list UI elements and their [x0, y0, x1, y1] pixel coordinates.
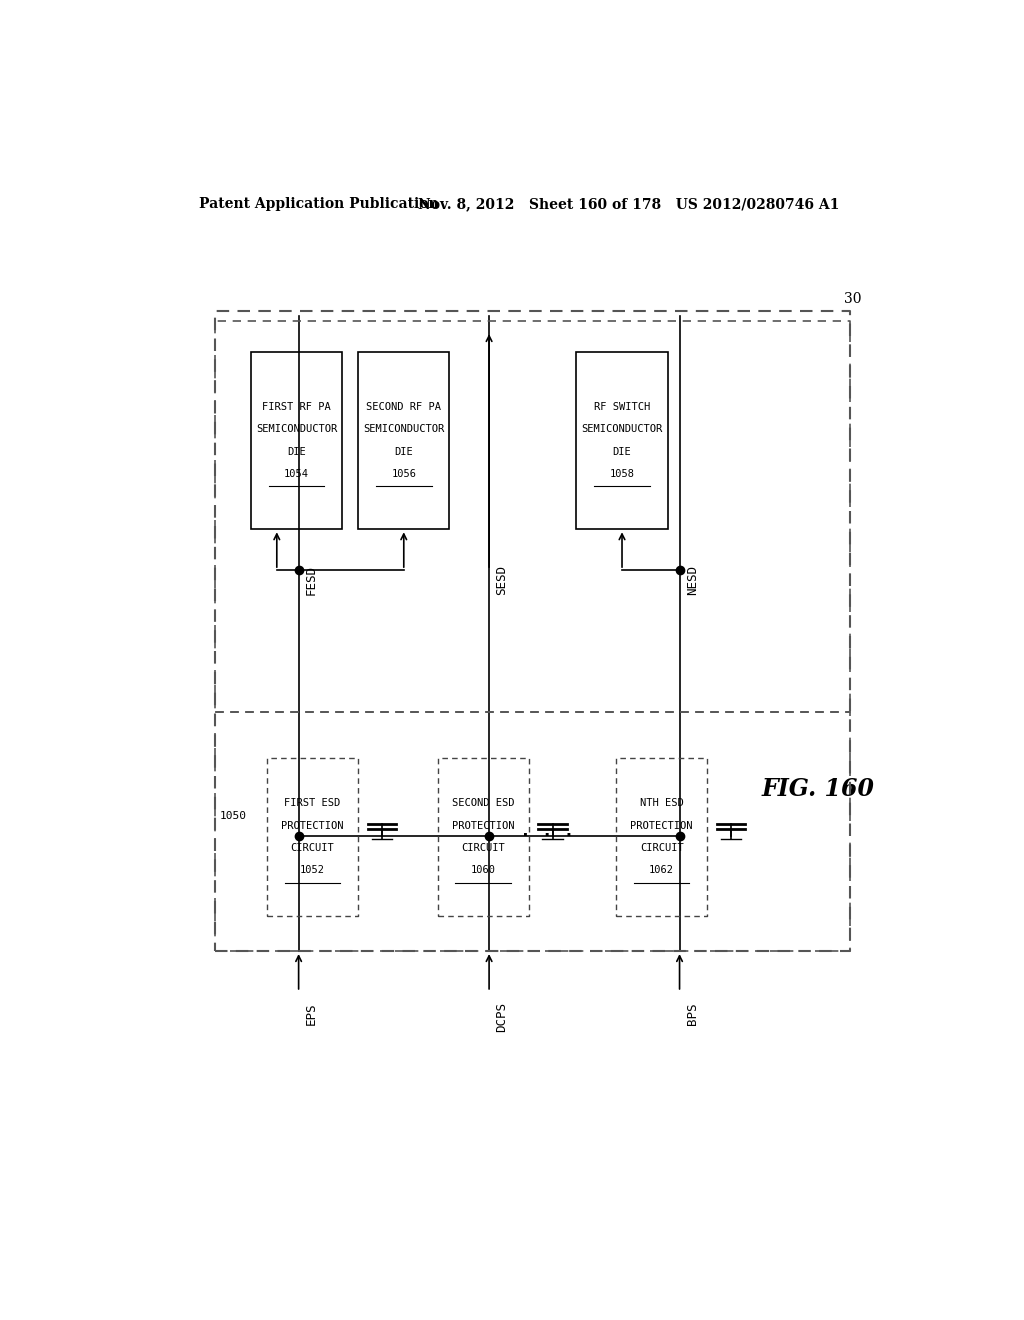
Text: 1056: 1056 — [391, 469, 417, 479]
Text: NTH ESD: NTH ESD — [640, 799, 684, 808]
Text: DCPS: DCPS — [496, 1002, 509, 1032]
Text: DIE: DIE — [288, 446, 306, 457]
Text: SEMICONDUCTOR: SEMICONDUCTOR — [582, 424, 663, 434]
Text: FIRST RF PA: FIRST RF PA — [262, 401, 331, 412]
Text: SECOND ESD: SECOND ESD — [452, 799, 514, 808]
Text: 1062: 1062 — [649, 866, 674, 875]
Text: FESD: FESD — [305, 565, 318, 595]
Text: 1052: 1052 — [300, 866, 325, 875]
Text: SECOND RF PA: SECOND RF PA — [367, 401, 441, 412]
Bar — [358, 351, 450, 529]
Text: 1050: 1050 — [220, 810, 247, 821]
Text: DIE: DIE — [612, 446, 632, 457]
Text: FIRST ESD: FIRST ESD — [285, 799, 341, 808]
Text: EPS: EPS — [305, 1002, 318, 1024]
Text: 1054: 1054 — [284, 469, 309, 479]
Bar — [251, 351, 342, 529]
Text: Patent Application Publication: Patent Application Publication — [200, 197, 439, 211]
Text: PROTECTION: PROTECTION — [282, 821, 344, 830]
Bar — [577, 351, 668, 529]
Text: SESD: SESD — [496, 565, 509, 595]
Text: CIRCUIT: CIRCUIT — [640, 843, 684, 853]
Text: SEMICONDUCTOR: SEMICONDUCTOR — [256, 424, 337, 434]
Text: DIE: DIE — [394, 446, 413, 457]
Text: SEMICONDUCTOR: SEMICONDUCTOR — [364, 424, 444, 434]
Text: PROTECTION: PROTECTION — [631, 821, 693, 830]
Text: 1060: 1060 — [471, 866, 496, 875]
Text: BPS: BPS — [686, 1002, 699, 1024]
Text: 1058: 1058 — [609, 469, 635, 479]
Text: · · ·: · · · — [520, 828, 574, 845]
Text: CIRCUIT: CIRCUIT — [461, 843, 505, 853]
Text: FIG. 160: FIG. 160 — [762, 776, 874, 800]
Text: Nov. 8, 2012   Sheet 160 of 178   US 2012/0280746 A1: Nov. 8, 2012 Sheet 160 of 178 US 2012/02… — [418, 197, 839, 211]
Text: NESD: NESD — [686, 565, 699, 595]
Text: PROTECTION: PROTECTION — [452, 821, 514, 830]
Text: CIRCUIT: CIRCUIT — [291, 843, 335, 853]
Text: 30: 30 — [844, 292, 861, 306]
Text: RF SWITCH: RF SWITCH — [594, 401, 650, 412]
